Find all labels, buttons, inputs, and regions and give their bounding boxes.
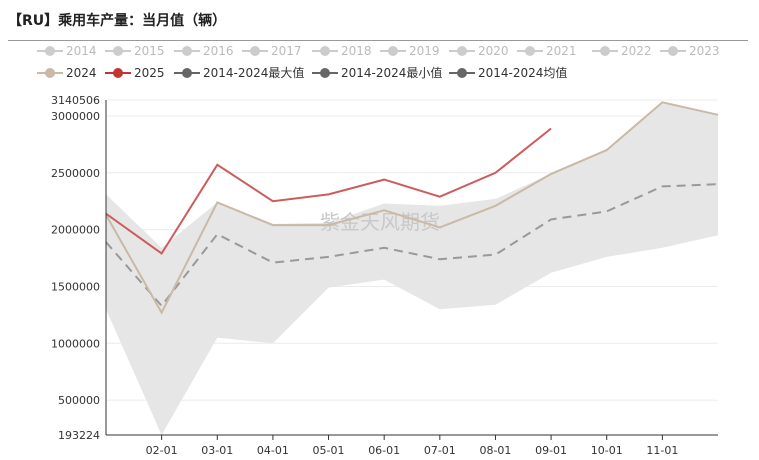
x-tick-label: 04-01 [257,444,289,457]
legend-label: 2023 [689,44,720,58]
series-line-2025 [105,127,552,255]
series-line-2024 [105,101,719,315]
series-lines [105,101,719,315]
legend-label: 2014-2024最小值 [341,66,443,80]
y-tick-label: 1000000 [51,337,100,350]
legend-marker-icon [174,68,200,78]
legend-marker-icon [660,46,686,56]
title-divider [8,40,748,41]
y-tick-label: 500000 [58,394,100,407]
legend-label: 2014-2024均值 [478,66,568,80]
legend-marker-icon [37,46,63,56]
series-line-2014-2024均值 [105,183,719,308]
x-tick-label: 07-01 [424,444,456,457]
x-tick-label: 05-01 [313,444,345,457]
legend-label: 2024 [66,66,97,80]
legend-marker-icon [449,46,475,56]
legend-marker-icon [449,68,475,78]
legend-label: 2022 [621,44,652,58]
y-tick-label: 193224 [58,429,100,442]
y-tick-label: 2500000 [51,167,100,180]
x-tick-label: 02-01 [146,444,178,457]
y-tick-label: 1500000 [51,280,100,293]
legend-marker-icon [37,68,63,78]
legend-label: 2014-2024最大值 [203,66,305,80]
legend-marker-icon [312,46,338,56]
min-max-band-area [106,102,718,436]
legend-label: 2015 [134,44,165,58]
legend-marker-icon [517,46,543,56]
legend-marker-icon [592,46,618,56]
axes: 3140506 3000000 2500000 2000000 1500000 10000… [51,94,718,457]
x-tick-label: 09-01 [535,444,567,457]
legend-label: 2017 [271,44,302,58]
legend-marker-icon [174,46,200,56]
y-tick-label: 3000000 [51,110,100,123]
y-tick-label: 2000000 [51,224,100,237]
legend-marker-icon [242,46,268,56]
chart-title: 【RU】乘用车产量：当月值（辆） [8,13,227,29]
legend-label: 2020 [478,44,509,58]
min-max-band [106,102,718,436]
legend-marker-icon [380,46,406,56]
legend-marker-icon [312,68,338,78]
legend-marker-icon [105,46,131,56]
legend-marker-icon [105,68,131,78]
y-tick-label: 3140506 [51,94,100,107]
legend-label: 2018 [341,44,372,58]
legend-label: 2016 [203,44,234,58]
x-tick-label: 10-01 [591,444,623,457]
x-tick-label: 11-01 [646,444,678,457]
x-tick-label: 08-01 [479,444,511,457]
legend-label: 2025 [134,66,165,80]
x-tick-label: 06-01 [368,444,400,457]
legend-label: 2014 [66,44,97,58]
legend-label: 2021 [546,44,577,58]
x-tick-label: 03-01 [201,444,233,457]
legend-label: 2019 [409,44,440,58]
